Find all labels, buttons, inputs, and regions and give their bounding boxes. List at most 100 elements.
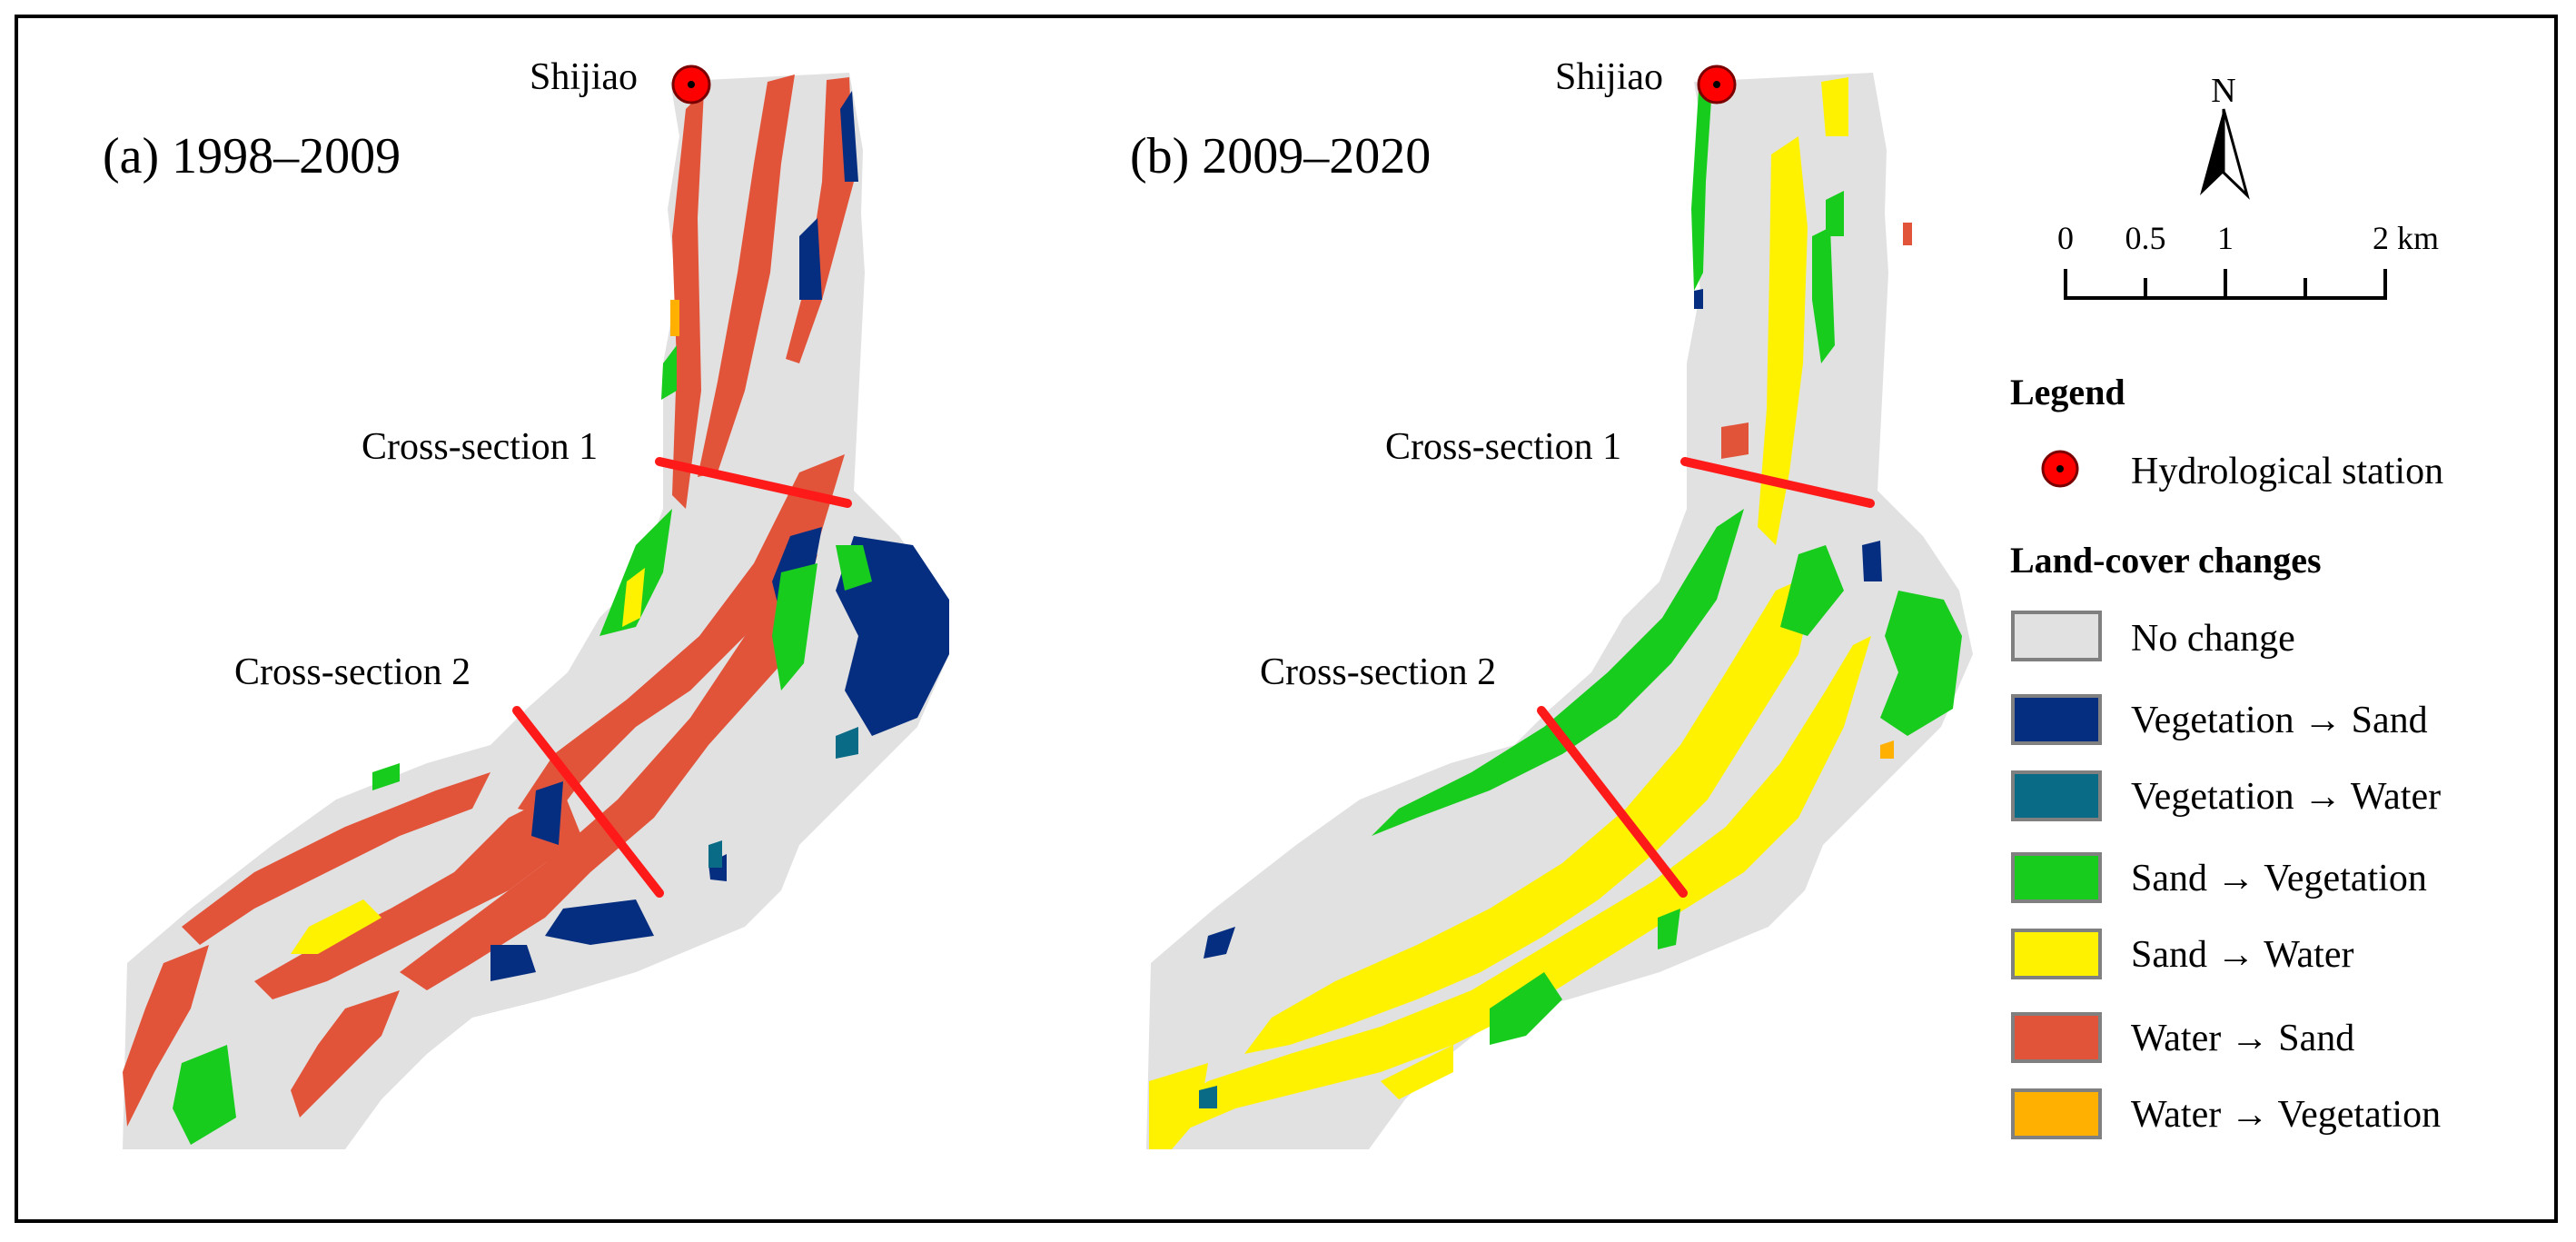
panel-b-stv-patch	[1490, 972, 1562, 1045]
panel-a-cross-section-1-line	[655, 457, 852, 508]
panel-a-sand-to-water	[291, 568, 645, 954]
panel-b-stv-patch	[1658, 909, 1680, 949]
panel-b-stv-patch	[1880, 591, 1962, 736]
scale-bar-line	[2064, 269, 2387, 300]
panel-b-stw-patch	[1821, 77, 1848, 136]
panel-a-vts-patch	[840, 91, 858, 182]
panel-b-veg-to-water	[1199, 1086, 1217, 1108]
panel-a-vts-patch	[545, 899, 654, 945]
panel-b-stw-patch	[1154, 636, 1871, 1136]
panel-a-water-to-veg	[670, 300, 679, 336]
panel-a-station-label: Shijiao	[530, 56, 638, 98]
legend-swatch-water-to-sand	[2011, 1012, 2102, 1063]
scale-tick-2km: 2 km	[2373, 220, 2439, 256]
panel-a-veg-to-water	[708, 727, 858, 868]
panel-a: Shijiao (a) 1998–2009 Cross-section 1 Cr…	[103, 56, 949, 1149]
panel-b-water-to-veg	[1880, 740, 1894, 759]
panel-b-sand-to-water	[1149, 77, 1871, 1149]
legend-label-water-to-sand: Water → Sand	[2131, 1018, 2354, 1059]
panel-b-cross-section-1-label: Cross-section 1	[1385, 426, 1621, 468]
legend-changes-title: Land-cover changes	[2010, 540, 2322, 581]
panel-b-cross-section-2-label: Cross-section 2	[1260, 651, 1496, 693]
panel-b-stv-patch	[1826, 191, 1844, 236]
panel-a-vts-patch	[799, 218, 822, 300]
panel-a-stv-patch	[173, 1045, 236, 1145]
panel-a-cross-section-1-label: Cross-section 1	[362, 426, 598, 468]
legend-title: Legend	[2010, 372, 2125, 412]
legend-label-water-to-veg: Water → Vegetation	[2131, 1094, 2441, 1136]
panel-b-station-label: Shijiao	[1555, 56, 1663, 98]
legend-swatch-no-change	[2011, 611, 2102, 661]
panel-a-vts-patch	[836, 536, 949, 736]
panel-b-cross-section-2-line	[1537, 706, 1688, 898]
panel-b-cross-section-1-line	[1680, 457, 1875, 508]
panel-b-vts-patch	[1862, 541, 1882, 581]
scale-tick-1: 1	[2217, 220, 2234, 256]
panel-a-wts-patch	[672, 91, 704, 509]
panel-a-cross-section-2-line	[512, 706, 664, 898]
panel-b-stw-patch	[1149, 1063, 1208, 1149]
panel-a-stv-patch	[661, 345, 677, 400]
legend-swatch-sand-to-veg	[2011, 852, 2102, 903]
panel-a-stw-patch	[622, 568, 645, 627]
panel-b-station-marker	[1697, 65, 1737, 104]
north-arrow-icon	[2200, 109, 2224, 195]
legend-label-veg-to-sand: Vegetation → Sand	[2131, 700, 2428, 741]
legend-label-sand-to-water: Sand → Water	[2131, 934, 2353, 976]
panel-a-wts-patch	[254, 790, 581, 999]
panel-b-vts-patch	[1694, 289, 1703, 309]
legend: Legend Hydrological station Land-cover c…	[2010, 372, 2443, 1139]
panel-a-title: (a) 1998–2009	[103, 128, 401, 184]
panel-a-wts-patch	[400, 554, 817, 990]
legend-station-label: Hydrological station	[2131, 451, 2443, 492]
panel-b-vtw-patch	[1199, 1086, 1217, 1108]
panel-b: Shijiao (b) 2009–2020 Cross-section 1 Cr…	[1130, 56, 1973, 1149]
panel-a-vtw-patch	[836, 727, 858, 759]
panel-a-stw-patch	[291, 899, 381, 954]
panel-a-wts-patch	[786, 77, 854, 363]
panel-b-vts-patch	[1204, 927, 1235, 959]
panel-a-wts-patch	[698, 75, 795, 477]
panel-b-wts-patch	[1721, 422, 1749, 459]
panel-a-vts-patch	[531, 781, 563, 845]
panel-b-stv-patch	[1812, 227, 1835, 363]
panel-b-stw-patch	[1244, 572, 1817, 1054]
panel-b-stv-patch	[1780, 545, 1844, 636]
north-arrow-label: N	[2211, 72, 2235, 110]
scale-tick-0: 0	[2057, 220, 2074, 256]
panel-a-cross-section-2-label: Cross-section 2	[234, 651, 471, 693]
panel-a-wts-patch	[182, 772, 490, 945]
panel-a-wts-patch	[291, 990, 400, 1118]
legend-swatch-water-to-veg	[2011, 1088, 2102, 1139]
panel-b-sand-to-veg	[1372, 86, 1962, 1045]
panel-b-title: (b) 2009–2020	[1130, 128, 1431, 184]
legend-label-veg-to-water: Vegetation → Water	[2131, 776, 2441, 818]
panel-a-sand-to-veg	[173, 345, 872, 1145]
panel-b-stv-patch	[1691, 86, 1712, 291]
panel-a-stv-patch	[772, 563, 817, 691]
legend-swatch-veg-to-water	[2011, 770, 2102, 821]
panel-a-stv-patch	[372, 763, 400, 790]
legend-label-no-change: No change	[2131, 618, 2295, 660]
panel-b-wtv-patch	[1880, 740, 1894, 759]
panel-b-veg-to-sand	[1204, 289, 1882, 959]
panel-b-water-to-sand	[1721, 223, 1912, 459]
north-arrow-icon-outline	[2222, 108, 2250, 200]
panel-b-stw-patch	[1381, 1045, 1453, 1099]
panel-b-wts-patch	[1903, 223, 1912, 245]
legend-swatch-sand-to-water	[2011, 929, 2102, 979]
north-arrow: N	[2200, 72, 2250, 200]
panel-a-water-to-sand	[123, 75, 854, 1127]
panel-a-vtw-patch	[708, 840, 722, 868]
panel-a-wtv-patch	[670, 300, 679, 336]
scale-tick-0-5: 0.5	[2125, 220, 2166, 256]
panel-a-vts-patch	[490, 945, 536, 981]
panel-b-stw-patch	[1758, 136, 1808, 545]
legend-label-sand-to-veg: Sand → Vegetation	[2131, 858, 2427, 899]
panel-a-station-marker	[671, 65, 711, 104]
legend-swatch-veg-to-sand	[2011, 694, 2102, 745]
panel-a-stv-patch	[599, 509, 672, 636]
panel-a-wts-patch	[518, 454, 845, 818]
panel-a-stv-patch	[836, 545, 872, 591]
